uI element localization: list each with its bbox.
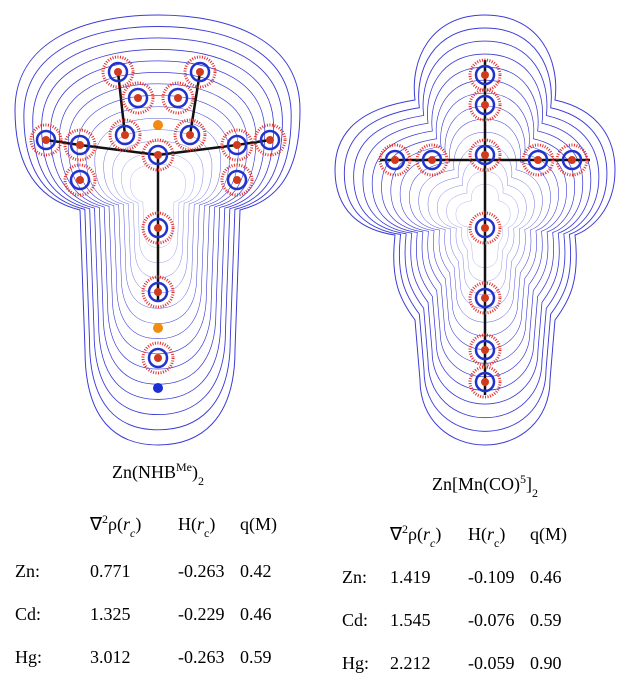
atom (481, 294, 489, 302)
text-run: ) (435, 524, 441, 545)
table-cell: 0.90 (530, 653, 562, 673)
atom (428, 156, 436, 164)
contour-line (372, 67, 583, 390)
critical-point (153, 383, 163, 393)
contour-plots (15, 15, 615, 445)
column-header: q(M) (240, 514, 277, 535)
row-label: Cd: (342, 610, 368, 630)
text-run: q(M) (530, 524, 567, 545)
atom (481, 151, 489, 159)
figure: Zn(NHBMe)2∇2ρ(rc)H(rc)q(M)Zn:0.771-0.263… (0, 0, 629, 680)
text-run: Zn(NHB (112, 462, 176, 483)
table-cell: -0.263 (178, 647, 225, 667)
critical-point (153, 323, 163, 333)
atom (76, 176, 84, 184)
column-header: ∇2ρ(rc) (389, 522, 441, 550)
atom (134, 94, 142, 102)
bond-path (80, 145, 158, 155)
text-run: ) (499, 524, 505, 545)
atom (196, 68, 204, 76)
row-label: Hg: (342, 653, 369, 673)
table-cell: 0.59 (530, 610, 562, 630)
atom (481, 101, 489, 109)
table-cell: -0.109 (468, 567, 515, 587)
atom (481, 378, 489, 386)
table-cell: 2.212 (390, 653, 431, 673)
text-run: Zn[Mn(CO) (432, 474, 520, 495)
text-run: ∇ (389, 524, 403, 544)
atom (186, 131, 194, 139)
table-cell: -0.076 (468, 610, 515, 630)
column-header: ∇2ρ(rc) (89, 512, 141, 540)
row-label: Zn: (342, 567, 367, 587)
atom (481, 346, 489, 354)
row-label: Cd: (15, 604, 41, 624)
atom (154, 288, 162, 296)
table-cell: -0.229 (178, 604, 225, 624)
atom (154, 354, 162, 362)
table-cell: -0.263 (178, 561, 225, 581)
atom (42, 136, 50, 144)
row-label: Hg: (15, 647, 42, 667)
text-run: Me (176, 460, 192, 474)
atom (76, 141, 84, 149)
atom (391, 156, 399, 164)
table-cell: 0.46 (240, 604, 272, 624)
column-header: H(rc) (178, 514, 215, 540)
table-cell: -0.059 (468, 653, 515, 673)
panel-title: Zn[Mn(CO)5]2 (432, 472, 538, 500)
atom (266, 136, 274, 144)
atom (154, 224, 162, 232)
text-run: H( (178, 514, 197, 535)
text-run: H( (468, 524, 487, 545)
table-cell: 0.771 (90, 561, 131, 581)
table-cell: 1.325 (90, 604, 131, 624)
table-cell: 1.419 (390, 567, 431, 587)
text-run: 2 (198, 474, 204, 488)
column-header: H(rc) (468, 524, 505, 550)
atom (534, 156, 542, 164)
text-run: ρ( (108, 514, 123, 535)
atom (481, 224, 489, 232)
table-cell: 1.545 (390, 610, 431, 630)
table-cell: 0.59 (240, 647, 272, 667)
table-cell: 0.46 (530, 567, 562, 587)
atom (114, 68, 122, 76)
atom (154, 151, 162, 159)
text-run: q(M) (240, 514, 277, 535)
atom (174, 94, 182, 102)
text-run: ) (135, 514, 141, 535)
text-run: 2 (532, 486, 538, 500)
atom (121, 131, 129, 139)
bond-path (237, 140, 270, 145)
atom (568, 156, 576, 164)
panel-title: Zn(NHBMe)2 (112, 460, 204, 488)
atom (233, 141, 241, 149)
atom (481, 71, 489, 79)
page: Zn(NHBMe)2∇2ρ(rc)H(rc)q(M)Zn:0.771-0.263… (0, 0, 629, 685)
contour-line (382, 80, 575, 377)
column-header: q(M) (530, 524, 567, 545)
text-run: ) (209, 514, 215, 535)
text-run: ∇ (89, 514, 103, 534)
row-label: Zn: (15, 561, 40, 581)
table-cell: 3.012 (90, 647, 131, 667)
text-run: ρ( (408, 524, 423, 545)
atom (233, 176, 241, 184)
critical-point (153, 120, 163, 130)
table-cell: 0.42 (240, 561, 272, 581)
